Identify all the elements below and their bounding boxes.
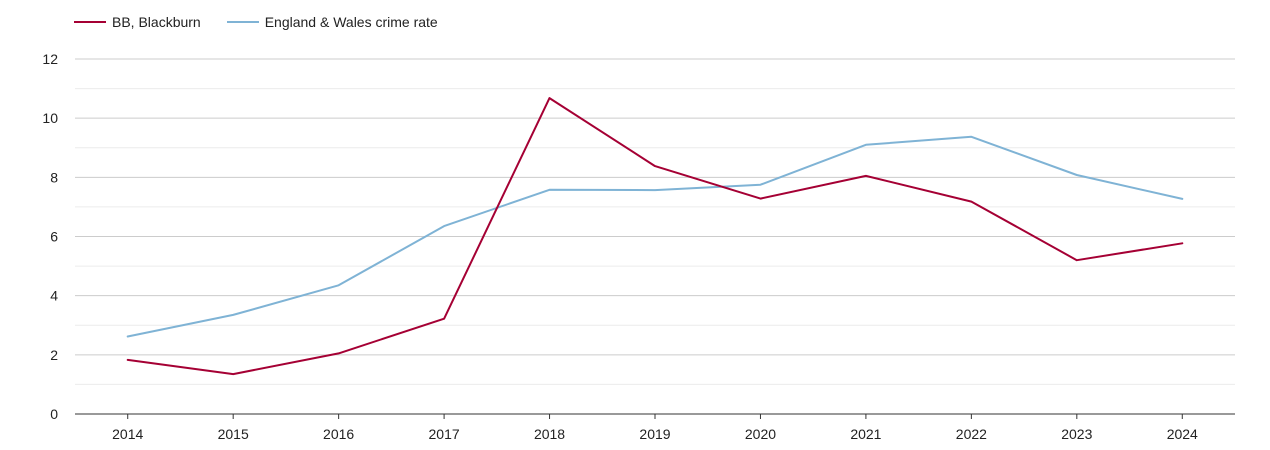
legend: BB, Blackburn England & Wales crime rate [74, 14, 464, 30]
data-point-england-wales-crime-rate[interactable] [1179, 196, 1185, 202]
data-point-bb-blackburn[interactable] [230, 371, 236, 377]
y-tick-label: 0 [50, 406, 58, 422]
legend-label-england-wales: England & Wales crime rate [264, 14, 438, 30]
x-tick-label: 2023 [1061, 426, 1092, 442]
y-tick-label: 8 [50, 169, 58, 185]
x-tick-label: 2020 [745, 426, 776, 442]
legend-swatch-blackburn [74, 21, 106, 23]
y-tick-label: 2 [50, 347, 58, 363]
x-tick-label: 2015 [218, 426, 249, 442]
x-tick-label: 2017 [429, 426, 460, 442]
data-point-england-wales-crime-rate[interactable] [230, 312, 236, 318]
x-tick-label: 2022 [956, 426, 987, 442]
data-point-bb-blackburn[interactable] [336, 350, 342, 356]
x-tick-label: 2018 [534, 426, 565, 442]
data-point-england-wales-crime-rate[interactable] [125, 333, 131, 339]
data-point-bb-blackburn[interactable] [968, 199, 974, 205]
x-tick-label: 2019 [639, 426, 670, 442]
data-point-bb-blackburn[interactable] [125, 357, 131, 363]
data-point-england-wales-crime-rate[interactable] [1074, 172, 1080, 178]
x-tick-label: 2014 [112, 426, 143, 442]
series-line-england-wales-crime-rate[interactable] [126, 135, 1184, 338]
legend-item-england-wales[interactable]: England & Wales crime rate [226, 14, 438, 30]
data-point-bb-blackburn[interactable] [1074, 257, 1080, 263]
data-point-bb-blackburn[interactable] [547, 95, 553, 101]
data-point-england-wales-crime-rate[interactable] [863, 142, 869, 148]
x-tick-label: 2024 [1167, 426, 1198, 442]
x-tick-label: 2016 [323, 426, 354, 442]
data-point-england-wales-crime-rate[interactable] [547, 187, 553, 193]
data-point-bb-blackburn[interactable] [441, 316, 447, 322]
series-line-bb-blackburn[interactable] [126, 97, 1184, 376]
y-tick-label: 12 [42, 51, 58, 67]
data-point-england-wales-crime-rate[interactable] [652, 187, 658, 193]
legend-label-blackburn: BB, Blackburn [112, 14, 201, 30]
y-tick-label: 6 [50, 229, 58, 245]
x-tick-label: 2021 [850, 426, 881, 442]
data-point-bb-blackburn[interactable] [1179, 240, 1185, 246]
data-point-bb-blackburn[interactable] [757, 196, 763, 202]
legend-swatch-england-wales [226, 21, 259, 23]
data-point-bb-blackburn[interactable] [863, 173, 869, 179]
data-point-england-wales-crime-rate[interactable] [336, 282, 342, 288]
legend-item-blackburn[interactable]: BB, Blackburn [74, 14, 201, 30]
data-point-england-wales-crime-rate[interactable] [441, 223, 447, 229]
y-tick-label: 4 [50, 288, 58, 304]
data-point-bb-blackburn[interactable] [652, 163, 658, 169]
data-point-england-wales-crime-rate[interactable] [968, 134, 974, 140]
data-point-england-wales-crime-rate[interactable] [757, 182, 763, 188]
y-tick-label: 10 [42, 110, 58, 126]
